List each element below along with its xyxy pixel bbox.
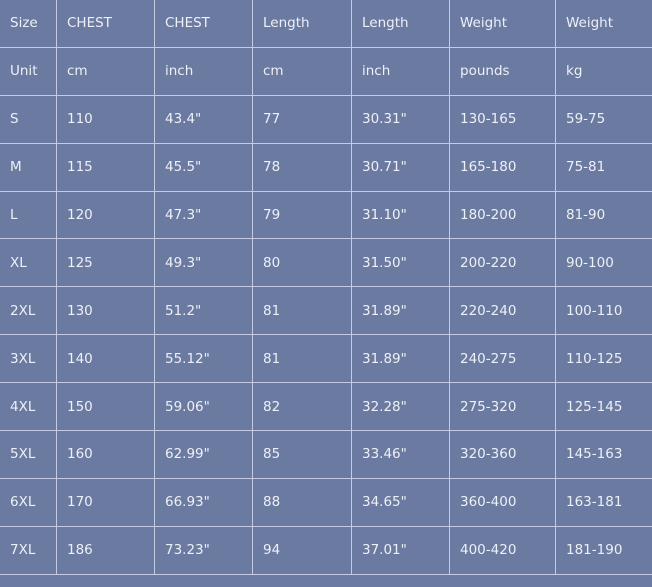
table-cell: 360-400 [449, 477, 556, 527]
table-cell: 33.46" [351, 430, 450, 479]
table-cell: 110 [56, 94, 155, 144]
row-label-cell: 5XL [0, 430, 57, 479]
table-row: M 115 45.5" 78 30.71" 165-180 75-81 [0, 142, 652, 192]
header-row: Size CHEST CHEST Length Length Weight Weight [0, 0, 652, 48]
table-cell: 400-420 [449, 525, 556, 575]
table-cell: 160 [56, 430, 155, 479]
table-cell: 47.3" [154, 190, 253, 240]
table-cell: 31.89" [351, 286, 450, 336]
table-cell: 130 [56, 286, 155, 336]
table-row: 5XL 160 62.99" 85 33.46" 320-360 145-163 [0, 430, 652, 479]
row-label-cell: 2XL [0, 286, 57, 336]
table-row: 3XL 140 55.12" 81 31.89" 240-275 110-125 [0, 334, 652, 384]
table-cell: Length [252, 0, 352, 48]
table-cell: 32.28" [351, 382, 450, 432]
table-cell: 55.12" [154, 334, 253, 384]
table-cell: 170 [56, 477, 155, 527]
table-cell: 78 [252, 142, 352, 192]
unit-row: Unit cm inch cm inch pounds kg [0, 46, 652, 96]
table-cell: kg [555, 46, 652, 96]
table-cell: CHEST [56, 0, 155, 48]
table-cell: 163-181 [555, 477, 652, 527]
table-cell: 30.31" [351, 94, 450, 144]
table-cell: 49.3" [154, 238, 253, 288]
table-cell: 320-360 [449, 430, 556, 479]
table-cell: 145-163 [555, 430, 652, 479]
table-cell: 220-240 [449, 286, 556, 336]
table-cell: 81-90 [555, 190, 652, 240]
table-cell: 88 [252, 477, 352, 527]
table-cell: 81 [252, 286, 352, 336]
table-cell: 110-125 [555, 334, 652, 384]
table-cell: 30.71" [351, 142, 450, 192]
table-row: 4XL 150 59.06" 82 32.28" 275-320 125-145 [0, 382, 652, 432]
table-cell: 165-180 [449, 142, 556, 192]
row-label-cell: M [0, 142, 57, 192]
table-cell: 94 [252, 525, 352, 575]
table-cell: 34.65" [351, 477, 450, 527]
table-cell: 45.5" [154, 142, 253, 192]
table-cell: 90-100 [555, 238, 652, 288]
table-row: 2XL 130 51.2" 81 31.89" 220-240 100-110 [0, 286, 652, 336]
row-label-cell: 7XL [0, 525, 57, 575]
table-cell: 62.99" [154, 430, 253, 479]
table-row: 6XL 170 66.93" 88 34.65" 360-400 163-181 [0, 477, 652, 527]
row-label-cell: 4XL [0, 382, 57, 432]
row-label-cell: S [0, 94, 57, 144]
table-cell: 37.01" [351, 525, 450, 575]
row-label-cell: 3XL [0, 334, 57, 384]
table-row: 7XL 186 73.23" 94 37.01" 400-420 181-190 [0, 525, 652, 575]
table-cell: Weight [555, 0, 652, 48]
table-cell: 31.50" [351, 238, 450, 288]
table-cell: pounds [449, 46, 556, 96]
table-row: XL 125 49.3" 80 31.50" 200-220 90-100 [0, 238, 652, 288]
table-cell: 140 [56, 334, 155, 384]
table-cell: 43.4" [154, 94, 253, 144]
table-cell: 59-75 [555, 94, 652, 144]
row-label-cell: L [0, 190, 57, 240]
table-cell: Length [351, 0, 450, 48]
row-label-cell: Unit [0, 46, 57, 96]
table-cell: 186 [56, 525, 155, 575]
table-cell: cm [56, 46, 155, 96]
table-cell: 275-320 [449, 382, 556, 432]
table-cell: 66.93" [154, 477, 253, 527]
table-row: L 120 47.3" 79 31.10" 180-200 81-90 [0, 190, 652, 240]
table-cell: cm [252, 46, 352, 96]
table-row: S 110 43.4" 77 30.31" 130-165 59-75 [0, 94, 652, 144]
table-cell: 75-81 [555, 142, 652, 192]
table-cell: 81 [252, 334, 352, 384]
table-cell: 51.2" [154, 286, 253, 336]
row-label-cell: 6XL [0, 477, 57, 527]
table-cell: 79 [252, 190, 352, 240]
table-cell: inch [351, 46, 450, 96]
table-cell: 77 [252, 94, 352, 144]
table-cell: 125-145 [555, 382, 652, 432]
table-cell: 130-165 [449, 94, 556, 144]
table-cell: 80 [252, 238, 352, 288]
table-cell: 31.89" [351, 334, 450, 384]
table-cell: 200-220 [449, 238, 556, 288]
table-cell: 82 [252, 382, 352, 432]
table-cell: 100-110 [555, 286, 652, 336]
table-cell: 240-275 [449, 334, 556, 384]
size-chart-table: Size CHEST CHEST Length Length Weight Weight Un… [0, 0, 652, 575]
table-cell: 31.10" [351, 190, 450, 240]
table-cell: CHEST [154, 0, 253, 48]
table-cell: 120 [56, 190, 155, 240]
table-cell: Weight [449, 0, 556, 48]
table-cell: 73.23" [154, 525, 253, 575]
table-cell: inch [154, 46, 253, 96]
table-cell: 181-190 [555, 525, 652, 575]
table-cell: 85 [252, 430, 352, 479]
table-cell: 115 [56, 142, 155, 192]
table-cell: 59.06" [154, 382, 253, 432]
table-cell: 150 [56, 382, 155, 432]
row-label-cell: Size [0, 0, 57, 48]
row-label-cell: XL [0, 238, 57, 288]
table-cell: 180-200 [449, 190, 556, 240]
table-cell: 125 [56, 238, 155, 288]
